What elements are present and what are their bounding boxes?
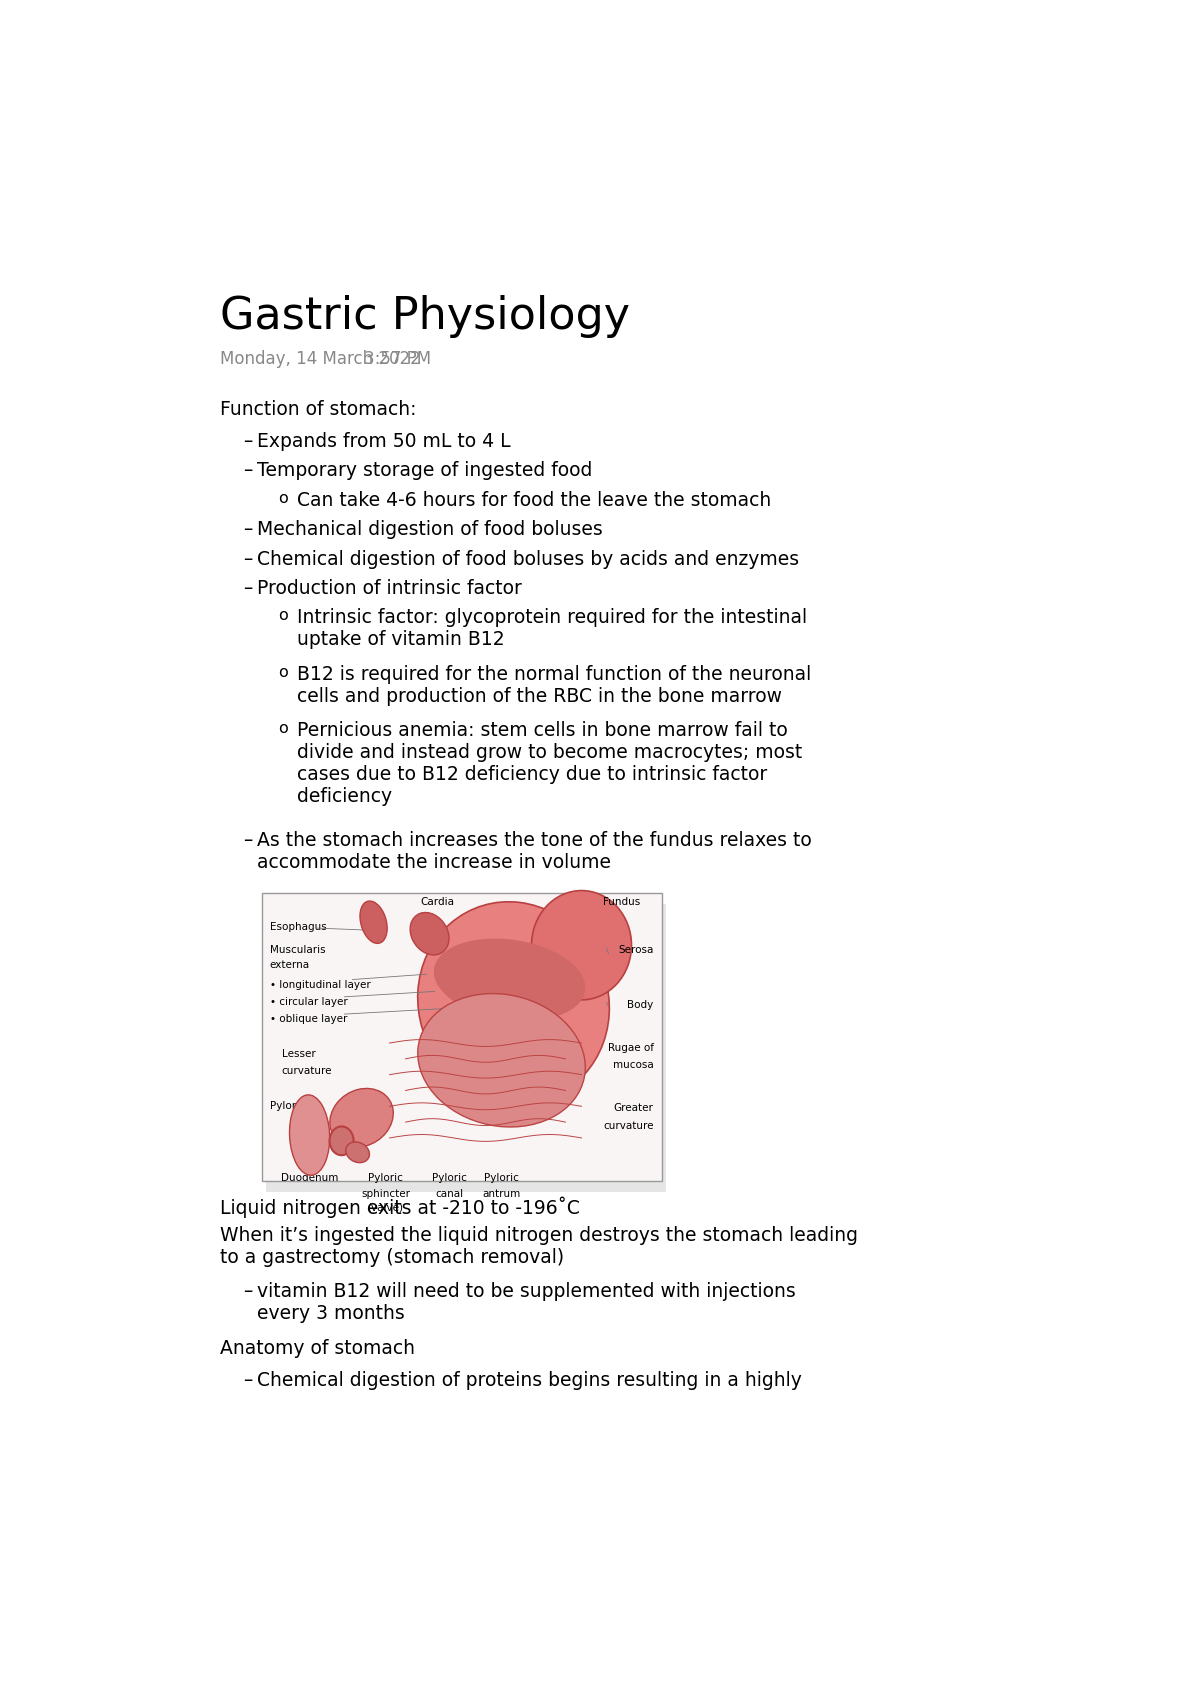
Text: vitamin B12 will need to be supplemented with injections
every 3 months: vitamin B12 will need to be supplemented… [257, 1282, 796, 1323]
Text: –: – [242, 550, 252, 569]
Ellipse shape [289, 1095, 330, 1175]
FancyBboxPatch shape [262, 893, 661, 1182]
Text: –: – [242, 462, 252, 481]
Ellipse shape [360, 902, 388, 944]
Text: Greater: Greater [613, 1104, 654, 1114]
Text: Lesser: Lesser [282, 1049, 316, 1060]
Ellipse shape [532, 890, 631, 1000]
Text: Anatomy of stomach: Anatomy of stomach [220, 1338, 415, 1358]
Text: Esophagus: Esophagus [270, 922, 326, 932]
Ellipse shape [346, 1143, 370, 1163]
Text: When it’s ingested the liquid nitrogen destroys the stomach leading
to a gastrec: When it’s ingested the liquid nitrogen d… [220, 1226, 858, 1267]
Text: Muscularis: Muscularis [270, 946, 325, 956]
Text: Production of intrinsic factor: Production of intrinsic factor [257, 579, 522, 598]
Text: –: – [242, 1370, 252, 1389]
Text: Intrinsic factor: glycoprotein required for the intestinal
uptake of vitamin B12: Intrinsic factor: glycoprotein required … [296, 608, 808, 649]
Text: –: – [242, 1282, 252, 1301]
Text: –: – [242, 579, 252, 598]
Text: Fundus: Fundus [602, 897, 640, 907]
Ellipse shape [418, 993, 586, 1127]
Text: Temporary storage of ingested food: Temporary storage of ingested food [257, 462, 593, 481]
Text: B12 is required for the normal function of the neuronal
cells and production of : B12 is required for the normal function … [296, 664, 811, 706]
Ellipse shape [418, 902, 610, 1104]
Text: o: o [278, 722, 288, 735]
Ellipse shape [330, 1088, 394, 1148]
Text: canal: canal [436, 1189, 463, 1199]
Text: Pyloric: Pyloric [432, 1173, 467, 1184]
Text: Monday, 14 March 2022: Monday, 14 March 2022 [220, 350, 420, 368]
Text: Liquid nitrogen exits at -210 to -196˚C: Liquid nitrogen exits at -210 to -196˚C [220, 1197, 580, 1217]
FancyBboxPatch shape [266, 903, 666, 1192]
Text: o: o [278, 664, 288, 679]
Text: Chemical digestion of proteins begins resulting in a highly: Chemical digestion of proteins begins re… [257, 1370, 802, 1389]
Text: o: o [278, 608, 288, 623]
Text: Pyloric: Pyloric [484, 1173, 518, 1184]
Text: Function of stomach:: Function of stomach: [220, 401, 416, 419]
Text: Expands from 50 mL to 4 L: Expands from 50 mL to 4 L [257, 431, 510, 452]
Text: Duodenum: Duodenum [281, 1173, 338, 1184]
Text: Mechanical digestion of food boluses: Mechanical digestion of food boluses [257, 520, 602, 540]
Text: –: – [242, 520, 252, 540]
Text: Rugae of: Rugae of [607, 1043, 654, 1053]
Text: Gastric Physiology: Gastric Physiology [220, 295, 630, 338]
Text: As the stomach increases the tone of the fundus relaxes to
accommodate the incre: As the stomach increases the tone of the… [257, 830, 811, 871]
Text: • oblique layer: • oblique layer [270, 1014, 347, 1024]
Text: Chemical digestion of food boluses by acids and enzymes: Chemical digestion of food boluses by ac… [257, 550, 799, 569]
Text: Pernicious anemia: stem cells in bone marrow fail to
divide and instead grow to : Pernicious anemia: stem cells in bone ma… [296, 722, 802, 807]
Text: o: o [278, 491, 288, 506]
Text: –: – [242, 431, 252, 452]
Text: • longitudinal layer: • longitudinal layer [270, 980, 371, 990]
Text: 3:57 PM: 3:57 PM [364, 350, 431, 368]
Text: Pyloric: Pyloric [368, 1173, 403, 1184]
Text: curvature: curvature [282, 1066, 332, 1077]
Text: sphincter: sphincter [361, 1189, 410, 1199]
Text: Cardia: Cardia [420, 897, 455, 907]
Ellipse shape [434, 939, 586, 1020]
Text: curvature: curvature [604, 1121, 654, 1131]
Text: (valve): (valve) [367, 1202, 403, 1212]
Text: –: – [242, 830, 252, 849]
Ellipse shape [330, 1126, 354, 1155]
Text: Body: Body [628, 1000, 654, 1010]
Ellipse shape [410, 912, 449, 954]
Text: externa: externa [270, 959, 310, 970]
Text: Pylorus: Pylorus [270, 1100, 308, 1110]
Text: mucosa: mucosa [613, 1060, 654, 1070]
Text: antrum: antrum [482, 1189, 521, 1199]
Text: Serosa: Serosa [618, 946, 654, 956]
Text: Can take 4-6 hours for food the leave the stomach: Can take 4-6 hours for food the leave th… [296, 491, 772, 509]
Text: • circular layer: • circular layer [270, 997, 347, 1007]
